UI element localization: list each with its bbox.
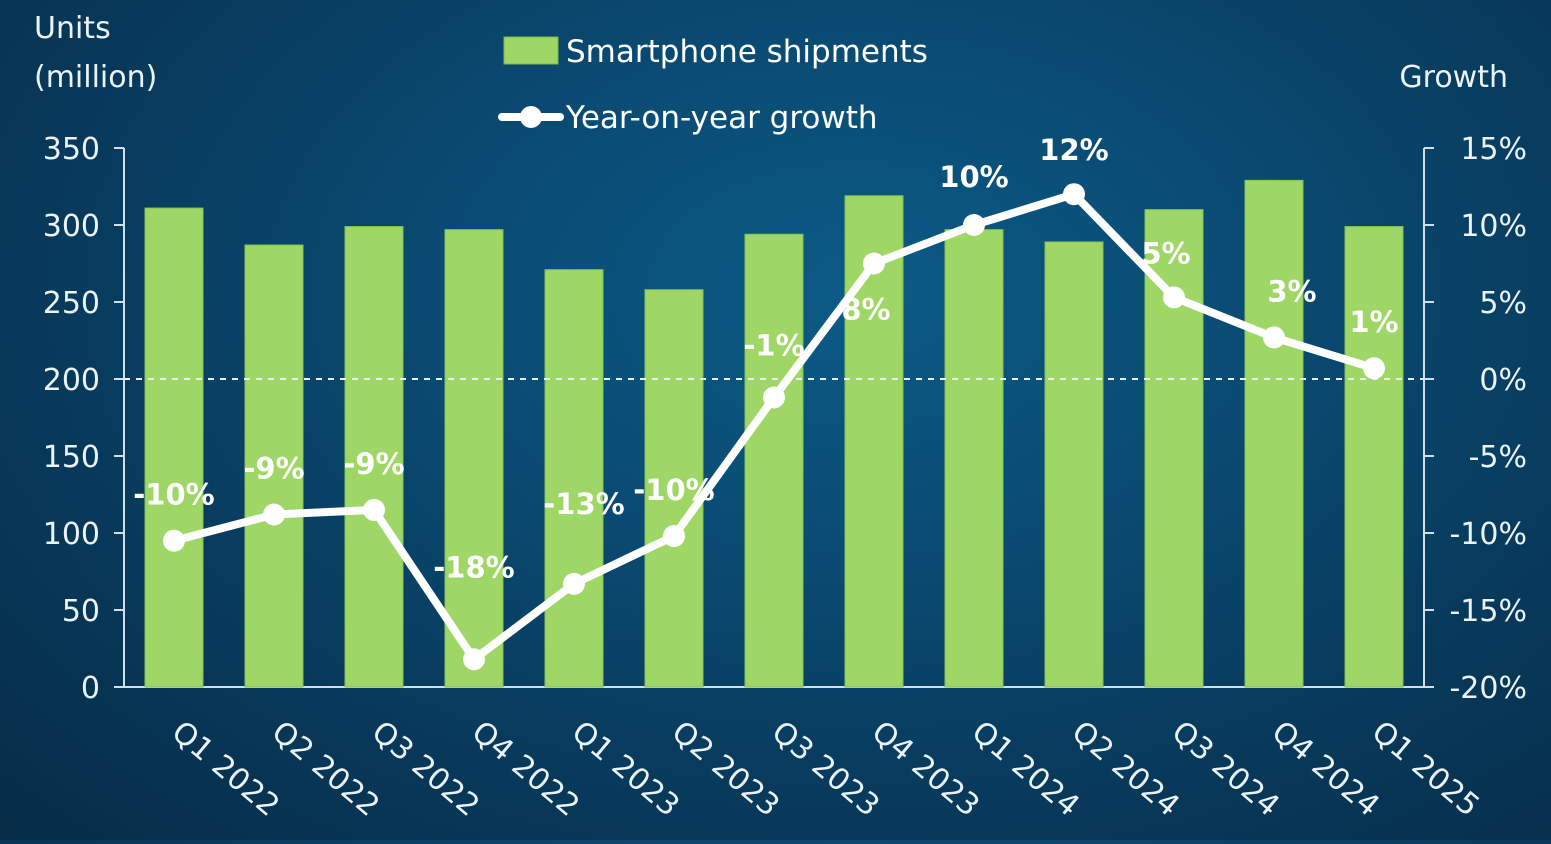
legend-label-growth: Year-on-year growth <box>565 100 878 136</box>
growth-point <box>263 503 285 526</box>
shipment-bar <box>644 289 704 688</box>
right-axis: -20% -15% -10% -5% 0% 5% 10% 15% <box>1423 132 1527 706</box>
growth-data-label: 1% <box>1349 305 1398 339</box>
shipment-bar <box>1244 179 1304 688</box>
growth-point <box>863 252 885 275</box>
left-axis-tick-label: 300 <box>43 209 100 244</box>
left-axis-tick-label: 250 <box>43 286 100 321</box>
shipment-bar <box>444 229 504 688</box>
growth-point <box>1163 286 1185 309</box>
right-axis-tick-label: -5% <box>1469 440 1527 475</box>
growth-data-label: -10% <box>133 478 214 512</box>
growth-data-label: 3% <box>1267 274 1316 308</box>
left-axis: 0 50 100 150 200 250 300 350 <box>43 132 1424 706</box>
shipment-bar <box>1044 241 1104 688</box>
growth-data-label: 10% <box>939 160 1008 194</box>
x-axis-category-label: Q3 2023 <box>765 714 886 823</box>
left-axis-tick-label: 150 <box>43 440 100 475</box>
shipment-bar <box>244 244 304 688</box>
growth-data-label: 8% <box>841 293 890 327</box>
growth-point <box>363 498 385 521</box>
x-axis-category-label: Q1 2022 <box>165 714 286 823</box>
left-axis-title-line2: (million) <box>34 60 157 95</box>
growth-data-label: 5% <box>1141 236 1190 270</box>
growth-data-label: -10% <box>633 473 714 507</box>
growth-data-label: -9% <box>243 452 304 486</box>
shipment-bar <box>944 229 1004 688</box>
growth-data-labels: -10% -9% -9% -18% -13% -10% -1% 8% 10% 12% 5% 3% 1% <box>133 133 1398 584</box>
line-series-growth <box>163 183 1385 671</box>
growth-point <box>663 525 685 548</box>
shipment-bar <box>344 226 404 688</box>
shipment-bar <box>544 269 604 688</box>
growth-point <box>163 529 185 552</box>
growth-point <box>963 214 985 236</box>
x-axis-category-label: Q1 2023 <box>565 714 686 823</box>
legend: Smartphone shipments Year-on-year growth <box>498 34 928 136</box>
right-axis-tick-label: 15% <box>1460 132 1527 167</box>
shipment-bar <box>744 233 804 688</box>
left-axis-tick-label: 200 <box>43 363 100 398</box>
right-axis-tick-label: -20% <box>1449 671 1527 706</box>
legend-label-shipments: Smartphone shipments <box>566 34 928 70</box>
left-axis-tick-label: 50 <box>62 594 100 629</box>
growth-point <box>1063 183 1085 206</box>
right-axis-tick-label: 10% <box>1460 209 1527 244</box>
x-axis-category-label: Q2 2023 <box>665 714 786 823</box>
shipment-bar <box>144 207 204 688</box>
growth-point <box>1263 326 1285 349</box>
x-axis-category-label: Q1 2025 <box>1365 714 1486 823</box>
x-axis-category-label: Q2 2022 <box>265 714 386 823</box>
legend-marker-growth <box>520 106 542 128</box>
right-axis-tick-label: 5% <box>1479 286 1527 321</box>
right-axis-tick-label: -10% <box>1449 517 1527 552</box>
shipment-bar <box>844 195 904 688</box>
right-axis-tick-label: -15% <box>1449 594 1527 629</box>
bar-series-shipments <box>144 179 1404 688</box>
shipment-bar <box>1344 226 1404 688</box>
growth-data-label: -9% <box>343 447 404 481</box>
growth-data-label: -13% <box>543 487 624 521</box>
left-axis-title-line1: Units <box>34 11 111 46</box>
growth-point <box>563 572 585 595</box>
growth-point <box>763 386 785 409</box>
x-axis-category-label: Q2 2024 <box>1065 714 1186 823</box>
growth-point <box>463 648 485 671</box>
growth-data-label: -18% <box>433 550 514 584</box>
x-axis-category-label: Q3 2024 <box>1165 714 1286 823</box>
growth-data-label: -1% <box>743 328 804 362</box>
left-axis-tick-label: 100 <box>43 517 100 552</box>
legend-swatch-shipments <box>503 36 559 65</box>
x-axis-category-label: Q4 2024 <box>1265 714 1386 823</box>
growth-point <box>1363 357 1385 380</box>
right-axis-tick-label: 0% <box>1479 363 1527 398</box>
x-axis-category-label: Q1 2024 <box>965 714 1086 823</box>
left-axis-tick-label: 350 <box>43 132 100 167</box>
left-axis-tick-label: 0 <box>81 671 100 706</box>
right-axis-title: Growth <box>1399 60 1508 95</box>
x-axis-category-label: Q3 2022 <box>365 714 486 823</box>
growth-data-label: 12% <box>1039 133 1108 167</box>
x-axis-category-label: Q4 2023 <box>865 714 986 823</box>
x-axis-category-label: Q4 2022 <box>465 714 586 823</box>
